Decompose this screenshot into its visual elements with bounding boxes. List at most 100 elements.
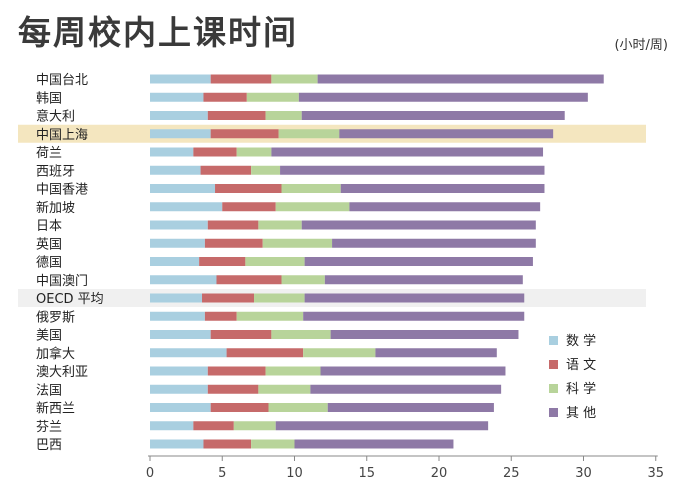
bar-segment [150, 147, 194, 157]
bar-segment [251, 439, 295, 449]
bar-segment [207, 366, 266, 376]
bar-segment [275, 421, 489, 431]
x-tick-label: 0 [146, 466, 154, 481]
bar-segment [200, 165, 252, 175]
bar-segment [150, 421, 194, 431]
bar-segment [330, 330, 519, 339]
category-label: 英国 [36, 237, 62, 252]
x-tick-label: 25 [503, 466, 520, 481]
bar-segment [236, 147, 272, 157]
bar-segment [226, 348, 304, 358]
bar-segment [216, 275, 282, 285]
bar-segment [298, 92, 588, 102]
x-axis: 0 5 10 15 20 25 30 35 [146, 455, 664, 481]
bar-segment [262, 238, 333, 248]
legend-label: 数 学 [566, 333, 596, 349]
category-label: 芬兰 [36, 420, 62, 435]
legend-label: 其 他 [566, 406, 596, 421]
bar-segment [150, 293, 203, 303]
x-tick-label: 20 [431, 466, 448, 481]
bar-segment [254, 293, 305, 303]
x-tick-label: 10 [286, 466, 303, 481]
category-label: OECD 平均 [36, 292, 104, 307]
bar-segment [246, 92, 299, 102]
bar-segment [150, 348, 227, 358]
bar-segment [278, 129, 340, 139]
bar-segment [150, 439, 204, 449]
x-tick-label: 35 [647, 466, 664, 481]
bar-segment [268, 403, 328, 412]
bar-segment [150, 275, 217, 285]
category-label: 美国 [36, 329, 62, 344]
category-label: 中国澳门 [36, 273, 88, 289]
bar-segment [215, 184, 282, 193]
category-label: 中国台北 [36, 73, 88, 88]
bar-segment [349, 202, 541, 212]
bar-segment [301, 111, 565, 120]
bar-segment [150, 220, 208, 230]
bar-segment [210, 403, 269, 412]
bar-segment [203, 439, 252, 449]
bar-segment [222, 202, 276, 212]
bar-segment [199, 257, 246, 266]
bar-segment [204, 238, 263, 248]
legend-swatch [549, 384, 558, 393]
category-label: 韩国 [36, 91, 62, 106]
bar-segment [258, 384, 311, 394]
category-label: 新西兰 [36, 401, 75, 417]
category-label: 西班牙 [36, 164, 75, 179]
bar-segment [202, 293, 255, 303]
bar-segment [265, 111, 302, 120]
legend-label: 语 文 [566, 358, 596, 373]
bar-segment [150, 311, 205, 321]
bar-segment [301, 220, 536, 230]
x-tick-label: 15 [358, 466, 375, 481]
bar-segment [280, 165, 545, 175]
category-label: 俄罗斯 [36, 310, 75, 325]
category-label: 法国 [36, 383, 62, 398]
category-label: 中国上海 [36, 128, 88, 143]
bar-segment [265, 366, 321, 376]
legend-swatch [549, 408, 558, 417]
bar-segment [204, 311, 237, 321]
category-label: 澳大利亚 [36, 364, 88, 380]
page-title: 每周校内上课时间 [18, 13, 298, 52]
bar-segment [251, 165, 281, 175]
bar-segment [281, 275, 325, 285]
legend-label: 科 学 [566, 381, 596, 397]
bar-segment [245, 257, 305, 266]
bar-segment [207, 111, 266, 120]
bar-segment [324, 275, 523, 285]
bar-segment [150, 384, 208, 394]
category-label: 意大利 [36, 109, 75, 125]
category-label: 荷兰 [36, 146, 62, 161]
bar-area [150, 74, 604, 449]
category-label: 日本 [36, 219, 62, 234]
bar-segment [281, 184, 341, 193]
bar-segment [304, 257, 533, 266]
bar-segment [317, 74, 604, 84]
category-label: 德国 [36, 256, 62, 271]
bar-segment [150, 330, 211, 339]
category-label: 新加坡 [36, 200, 75, 216]
bar-segment [332, 238, 536, 248]
bar-segment [150, 403, 211, 412]
bar-segment [303, 348, 376, 358]
bar-segment [294, 439, 454, 449]
bar-segment [236, 311, 304, 321]
category-label: 中国香港 [36, 183, 88, 198]
bar-segment [203, 92, 247, 102]
x-tick-label: 30 [575, 466, 592, 481]
legend-swatch [549, 360, 558, 369]
bar-segment [207, 384, 259, 394]
bar-segment [233, 421, 276, 431]
bar-segment [150, 238, 205, 248]
bar-segment [275, 202, 350, 212]
legend-swatch [549, 336, 558, 345]
bar-segment [340, 184, 545, 193]
category-label: 巴西 [36, 438, 62, 453]
bar-segment [210, 74, 272, 84]
bar-segment [320, 366, 506, 376]
bar-segment [303, 311, 525, 321]
bar-segment [375, 348, 497, 358]
